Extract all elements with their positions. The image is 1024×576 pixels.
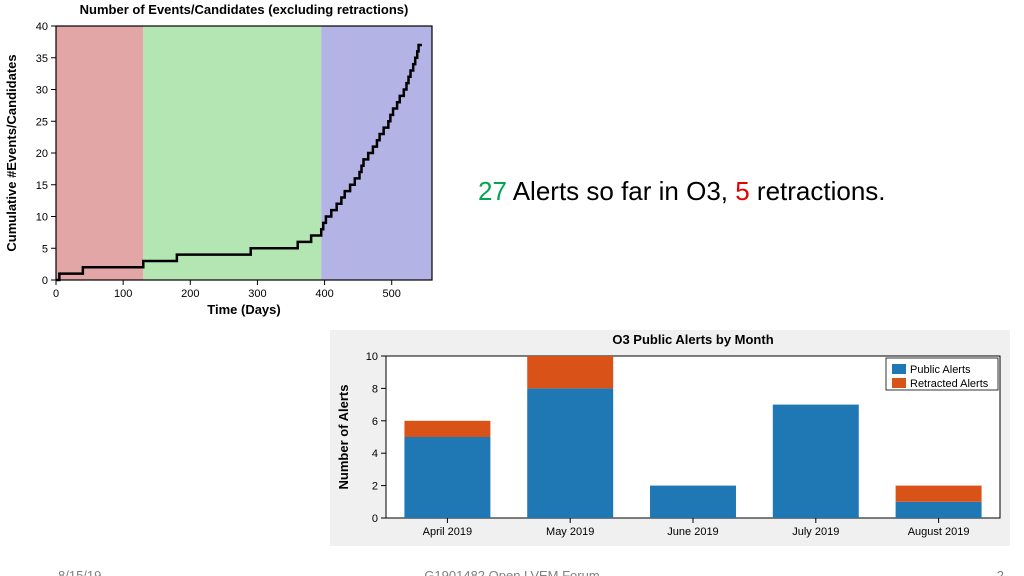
footer-page: 2 [997,568,1004,576]
svg-text:Time (Days): Time (Days) [207,302,280,317]
svg-text:25: 25 [36,116,48,128]
headline-text: 27 Alerts so far in O3, 5 retractions. [478,176,886,207]
svg-text:40: 40 [36,21,48,33]
svg-text:10: 10 [36,212,48,224]
svg-text:Public Alerts: Public Alerts [910,364,971,376]
svg-text:10: 10 [366,351,378,363]
svg-text:April 2019: April 2019 [423,526,473,538]
svg-text:30: 30 [36,85,48,97]
svg-text:100: 100 [114,288,132,300]
svg-text:35: 35 [36,53,48,65]
alerts-by-month-chart: 0 2 4 6 8 10 April 2019 May 2019 June 2019 July 2… [330,330,1010,546]
svg-text:Retracted Alerts: Retracted Alerts [910,378,989,390]
alert-count: 27 [478,176,507,206]
svg-text:200: 200 [181,288,199,300]
svg-text:0: 0 [53,288,59,300]
svg-text:May 2019: May 2019 [546,526,594,538]
svg-text:June 2019: June 2019 [667,526,718,538]
retraction-count: 5 [735,176,749,206]
svg-text:6: 6 [372,416,378,428]
svg-text:Number of Alerts: Number of Alerts [336,385,351,490]
svg-text:300: 300 [248,288,266,300]
svg-text:400: 400 [315,288,333,300]
svg-text:Number of Events/Candidates (e: Number of Events/Candidates (excluding r… [80,2,409,17]
svg-text:O3 Public Alerts by Month: O3 Public Alerts by Month [612,332,773,347]
svg-text:0: 0 [372,513,378,525]
svg-text:0: 0 [42,275,48,287]
svg-text:5: 5 [42,243,48,255]
svg-text:Cumulative #Events/Candidates: Cumulative #Events/Candidates [4,54,19,251]
svg-text:8: 8 [372,383,378,395]
svg-text:500: 500 [383,288,401,300]
svg-text:4: 4 [372,448,378,460]
cumulative-events-chart: 0 100 200 300 400 500 0 5 10 15 20 25 30 35 40 Number o… [0,0,440,320]
svg-text:2: 2 [372,481,378,493]
footer-doc: G1901482 Open LVEM Forum [0,568,1024,576]
svg-text:20: 20 [36,148,48,160]
svg-text:July 2019: July 2019 [792,526,839,538]
svg-text:August 2019: August 2019 [908,526,970,538]
svg-text:15: 15 [36,180,48,192]
